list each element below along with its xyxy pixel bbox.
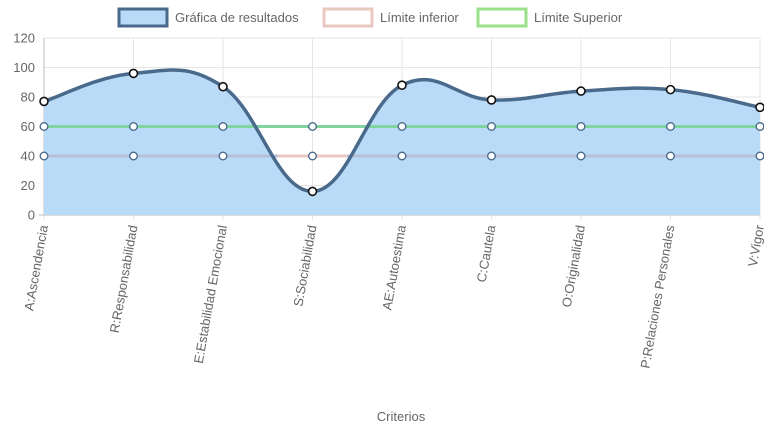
y-tick-label: 120 [13, 31, 35, 46]
y-tick-label: 100 [13, 60, 35, 75]
legend-label-results: Gráfica de resultados [175, 10, 299, 25]
lower-limit-point[interactable] [666, 151, 676, 161]
legend-swatch-lower-limit [322, 7, 374, 28]
upper-limit-point[interactable] [39, 121, 49, 131]
results-point[interactable] [128, 68, 139, 79]
results-area-fill [44, 69, 760, 215]
x-tick-label: V:Vigor [745, 223, 764, 268]
lower-limit-point[interactable] [39, 151, 49, 161]
y-tick-label: 20 [21, 178, 35, 193]
results-point[interactable] [486, 95, 497, 105]
lower-limit-point[interactable] [576, 151, 586, 161]
legend-swatch-results [117, 7, 169, 28]
y-tick-label: 80 [21, 90, 35, 105]
x-axis-ticks: A:Ascendencia R:Responsabilidad E:Estabili… [21, 223, 764, 369]
y-tick-label: 40 [21, 149, 35, 164]
upper-limit-point[interactable] [487, 121, 497, 131]
lower-limit-point[interactable] [487, 151, 497, 161]
results-point[interactable] [665, 84, 676, 95]
y-tick-label: 0 [28, 208, 35, 223]
x-tick-label: E:Estabilidad Emocional [191, 224, 230, 365]
results-point[interactable] [39, 96, 49, 107]
x-tick-label: R:Responsabilidad [107, 224, 141, 334]
upper-limit-point[interactable] [755, 122, 764, 131]
lower-limit-point[interactable] [755, 151, 764, 161]
results-point[interactable] [397, 80, 407, 90]
lower-limit-point[interactable] [397, 151, 407, 161]
results-point[interactable] [218, 81, 228, 92]
x-tick-label: P:Relaciones Personales [637, 223, 677, 369]
x-axis-title: Criterios [377, 409, 426, 424]
legend-item-upper-limit[interactable]: Límite Superior [476, 7, 623, 28]
points-layer [39, 68, 764, 197]
upper-limit-point[interactable] [666, 121, 676, 131]
legend-label-upper-limit: Límite Superior [534, 10, 623, 25]
upper-limit-point[interactable] [397, 121, 407, 131]
chart-legend: Gráfica de resultados Límite inferior Lí… [117, 7, 623, 28]
results-point[interactable] [576, 86, 586, 96]
x-tick-label: AE:Autoestima [379, 223, 409, 311]
series-layer [43, 68, 761, 215]
upper-limit-point[interactable] [218, 121, 228, 131]
lower-limit-point[interactable] [128, 151, 138, 161]
results-line [43, 68, 761, 194]
y-tick-label: 60 [21, 119, 35, 134]
results-point[interactable] [307, 186, 318, 197]
upper-limit-point[interactable] [308, 121, 318, 131]
upper-limit-point[interactable] [128, 121, 138, 131]
x-tick-label: O:Originalidad [559, 224, 588, 308]
lower-limit-point[interactable] [308, 151, 318, 161]
legend-label-lower-limit: Límite inferior [380, 10, 459, 25]
upper-limit-point[interactable] [576, 121, 586, 131]
x-tick-label: A:Ascendencia [21, 223, 51, 312]
legend-item-results[interactable]: Gráfica de resultados [117, 7, 299, 28]
legend-item-lower-limit[interactable]: Límite inferior [322, 7, 459, 28]
lower-limit-point[interactable] [218, 151, 228, 161]
x-tick-label: S:Sociabilidad [290, 224, 319, 308]
results-point[interactable] [755, 102, 764, 113]
y-axis-ticks: 0 20 40 60 80 100 120 [13, 31, 35, 223]
legend-swatch-upper-limit [476, 7, 528, 28]
x-tick-label: C:Cautela [474, 223, 499, 283]
